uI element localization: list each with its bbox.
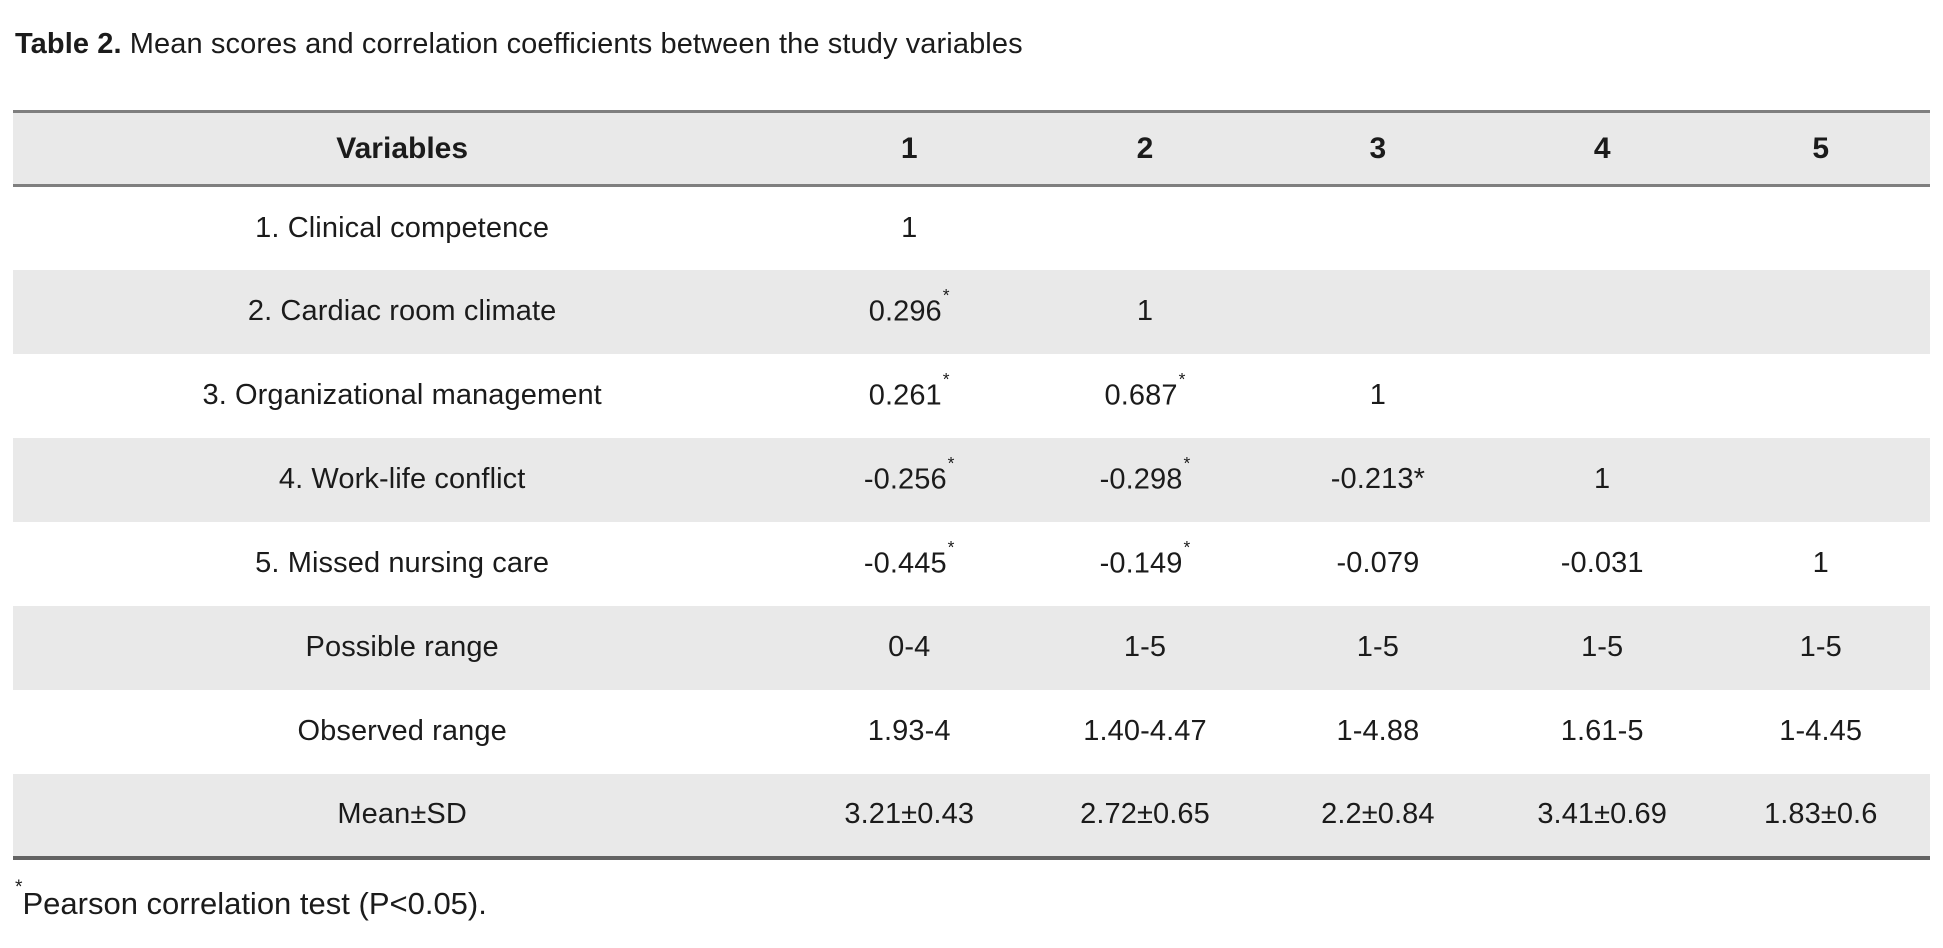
significance-asterisk: *: [942, 368, 950, 389]
value-cell: -0.256*: [863, 452, 955, 496]
value-cell: [1493, 354, 1712, 438]
table-title: Table 2. Mean scores and correlation coe…: [15, 26, 1930, 62]
table-row: Observed range 1.93-4 1.40-4.47 1-4.88 1.61-…: [13, 689, 1930, 774]
significance-asterisk: *: [947, 536, 955, 557]
row-label-cell: 1. Clinical competence: [255, 211, 550, 244]
value-cell: 1-5: [1581, 631, 1624, 663]
value-cell: 2.72±0.65: [1080, 798, 1210, 830]
value-cell: [1263, 270, 1493, 354]
table-row: Possible range 0-4 1-5 1-5 1-5 1-5: [13, 605, 1930, 690]
value-cell: 1.83±0.6: [1763, 798, 1878, 830]
value-cell: 1-5: [1123, 631, 1167, 663]
value-cell: 3.41±0.69: [1537, 798, 1668, 830]
column-header-2: 2: [1027, 111, 1263, 187]
page: Table 2. Mean scores and correlation coe…: [13, 26, 1930, 922]
footnote-asterisk: *: [15, 876, 23, 898]
row-label-cell: Possible range: [305, 631, 499, 663]
value-cell: 1-4.45: [1779, 715, 1863, 747]
value-cell: 1: [1369, 379, 1386, 411]
column-header-variables: Variables: [13, 111, 792, 187]
table-title-text: Mean scores and correlation coefficients…: [121, 28, 1023, 60]
table-row: 1. Clinical competence 1: [13, 185, 1930, 270]
footnote-text: Pearson correlation test (P<0.05).: [22, 885, 487, 921]
value-cell: 0.687*: [1104, 368, 1186, 412]
value-cell: [1027, 186, 1263, 270]
table-footnote: *Pearson correlation test (P<0.05).: [15, 877, 1930, 922]
value-cell: -0.031: [1560, 547, 1644, 579]
value-cell: 1.93-4: [867, 715, 951, 747]
value-cell: [1493, 186, 1712, 270]
value-cell: [1711, 438, 1930, 522]
row-label-cell: Observed range: [297, 715, 507, 747]
value-cell: 1-4.88: [1336, 715, 1420, 747]
significance-asterisk: *: [1183, 536, 1191, 557]
table-row: 2. Cardiac room climate 0.296* 1: [13, 269, 1930, 354]
value-cell: -0.445*: [863, 536, 955, 580]
significance-asterisk: *: [1178, 368, 1186, 389]
correlation-table: Variables 1 2 3 4 5 1. Clinical competence 1 2.…: [13, 110, 1930, 860]
value-cell: -0.298*: [1099, 452, 1191, 496]
value-cell: [1711, 270, 1930, 354]
column-header-1: 1: [791, 111, 1028, 187]
significance-asterisk: *: [1183, 452, 1191, 473]
row-label-cell: 2. Cardiac room climate: [247, 295, 557, 327]
value-cell: 1: [901, 211, 918, 244]
value-cell: 1: [1812, 547, 1829, 579]
value-cell: 1.61-5: [1560, 715, 1644, 747]
value-cell: 1.40-4.47: [1083, 715, 1207, 747]
row-label-cell: Mean±SD: [337, 798, 467, 830]
column-header-4: 4: [1492, 111, 1712, 187]
value-cell: [1263, 186, 1493, 270]
significance-asterisk: *: [947, 452, 955, 473]
table-body: 1. Clinical competence 1 2. Cardiac room c…: [13, 185, 1930, 858]
table-row: Mean±SD 3.21±0.43 2.72±0.65 2.2±0.84 3.41±0.…: [13, 773, 1930, 858]
value-cell: 1-5: [1356, 631, 1399, 663]
value-cell: -0.079: [1336, 547, 1420, 579]
table-row: 4. Work-life conflict -0.256* -0.298* -0.21…: [13, 437, 1930, 522]
value-cell: 1-5: [1799, 631, 1842, 663]
value-cell: [1711, 354, 1930, 438]
value-cell: 2.2±0.84: [1321, 798, 1435, 830]
value-cell: 1: [1594, 463, 1611, 495]
column-header-3: 3: [1262, 111, 1493, 187]
row-label-cell: 3. Organizational management: [202, 379, 602, 411]
value-cell: 1: [1136, 295, 1154, 327]
significance-asterisk: *: [942, 284, 950, 305]
value-cell: 0.261*: [868, 368, 950, 412]
value-cell: [1711, 186, 1930, 270]
table-number-label: Table 2.: [15, 28, 122, 60]
table-row: 3. Organizational management 0.261* 0.687*…: [13, 353, 1930, 438]
value-cell: 0-4: [888, 631, 931, 663]
value-cell: -0.213*: [1330, 463, 1425, 495]
row-label-cell: 4. Work-life conflict: [278, 463, 526, 495]
value-cell: [1493, 270, 1712, 354]
row-label-cell: 5. Missed nursing care: [255, 547, 550, 579]
column-header-5: 5: [1711, 111, 1930, 187]
table-header-row: Variables 1 2 3 4 5: [13, 111, 1930, 187]
value-cell: 3.21±0.43: [844, 798, 975, 830]
table-row: 5. Missed nursing care -0.445* -0.149* -0.0…: [13, 521, 1930, 606]
value-cell: -0.149*: [1099, 536, 1191, 580]
value-cell: 0.296*: [868, 284, 950, 328]
